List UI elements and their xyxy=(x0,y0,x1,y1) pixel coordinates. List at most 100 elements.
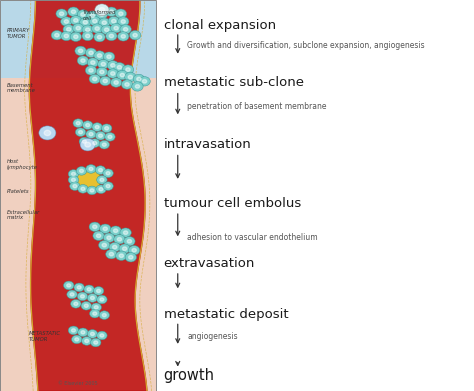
Circle shape xyxy=(89,133,93,136)
Circle shape xyxy=(100,178,104,181)
Text: Transformed
cell: Transformed cell xyxy=(83,10,116,21)
Circle shape xyxy=(98,59,109,69)
Circle shape xyxy=(122,65,134,74)
Circle shape xyxy=(99,240,110,250)
Circle shape xyxy=(96,185,106,194)
Text: Host
lymphocyte: Host lymphocyte xyxy=(7,159,38,170)
Circle shape xyxy=(95,131,106,140)
Circle shape xyxy=(89,68,93,72)
Circle shape xyxy=(111,19,116,23)
Circle shape xyxy=(89,167,93,170)
Circle shape xyxy=(101,62,106,66)
Circle shape xyxy=(64,34,69,38)
Circle shape xyxy=(120,25,131,34)
Circle shape xyxy=(118,32,129,41)
Circle shape xyxy=(107,236,111,240)
Circle shape xyxy=(110,63,115,67)
Bar xyxy=(0,0,156,78)
Circle shape xyxy=(59,12,64,16)
Circle shape xyxy=(99,311,109,319)
Circle shape xyxy=(67,284,71,287)
Circle shape xyxy=(126,68,130,72)
Circle shape xyxy=(114,26,118,30)
Circle shape xyxy=(106,31,117,41)
Circle shape xyxy=(128,75,133,79)
Circle shape xyxy=(81,13,85,16)
Circle shape xyxy=(89,222,100,231)
Circle shape xyxy=(118,12,123,16)
Circle shape xyxy=(99,7,105,12)
Circle shape xyxy=(100,224,111,233)
Circle shape xyxy=(51,30,63,40)
Circle shape xyxy=(114,235,125,244)
Circle shape xyxy=(85,66,97,75)
Circle shape xyxy=(75,338,79,341)
Circle shape xyxy=(99,188,103,191)
Circle shape xyxy=(117,237,122,241)
Circle shape xyxy=(93,287,104,295)
Circle shape xyxy=(107,55,111,59)
Circle shape xyxy=(128,255,133,259)
Circle shape xyxy=(113,229,118,233)
Circle shape xyxy=(77,10,89,19)
Circle shape xyxy=(120,73,125,77)
Circle shape xyxy=(106,172,110,175)
Circle shape xyxy=(80,18,91,27)
Circle shape xyxy=(80,169,83,172)
Circle shape xyxy=(132,82,143,91)
Text: PRIMARY
TUMOR: PRIMARY TUMOR xyxy=(7,28,30,39)
Circle shape xyxy=(55,33,59,37)
Circle shape xyxy=(110,23,122,33)
Text: Platelets: Platelets xyxy=(7,189,30,194)
Circle shape xyxy=(85,339,89,343)
Circle shape xyxy=(91,61,95,65)
Circle shape xyxy=(97,176,107,184)
Circle shape xyxy=(100,13,104,16)
Circle shape xyxy=(83,20,88,24)
Circle shape xyxy=(87,58,99,67)
Circle shape xyxy=(81,301,91,310)
Circle shape xyxy=(63,25,74,34)
Circle shape xyxy=(99,18,110,27)
Circle shape xyxy=(85,34,90,38)
Text: metastatic sub-clone: metastatic sub-clone xyxy=(164,75,303,89)
Text: Basement
membrane: Basement membrane xyxy=(7,83,36,93)
Circle shape xyxy=(74,283,84,292)
Circle shape xyxy=(87,294,98,302)
Circle shape xyxy=(112,245,117,249)
Circle shape xyxy=(124,237,135,246)
Circle shape xyxy=(125,72,136,82)
Text: tumour cell embolus: tumour cell embolus xyxy=(164,197,301,210)
Circle shape xyxy=(94,306,98,309)
Circle shape xyxy=(93,142,97,145)
Circle shape xyxy=(91,303,101,312)
Circle shape xyxy=(100,334,104,337)
Circle shape xyxy=(78,185,88,193)
Circle shape xyxy=(118,17,129,26)
Circle shape xyxy=(82,121,93,129)
Circle shape xyxy=(106,7,117,16)
Circle shape xyxy=(44,130,51,136)
Circle shape xyxy=(76,122,80,125)
Circle shape xyxy=(90,139,100,147)
Circle shape xyxy=(103,182,113,190)
Circle shape xyxy=(97,331,107,340)
Circle shape xyxy=(94,32,105,42)
Circle shape xyxy=(91,338,101,347)
Circle shape xyxy=(105,133,115,141)
Bar xyxy=(0,0,156,391)
Circle shape xyxy=(92,77,97,81)
Circle shape xyxy=(125,253,137,262)
Circle shape xyxy=(77,56,89,65)
Circle shape xyxy=(109,242,120,252)
Circle shape xyxy=(117,70,128,80)
Circle shape xyxy=(75,46,86,56)
Circle shape xyxy=(74,302,78,305)
Circle shape xyxy=(123,231,128,235)
Circle shape xyxy=(81,59,85,63)
Circle shape xyxy=(122,247,127,251)
Circle shape xyxy=(127,239,132,243)
Circle shape xyxy=(96,234,101,238)
Circle shape xyxy=(106,249,117,259)
Text: metastatic deposit: metastatic deposit xyxy=(164,308,288,321)
